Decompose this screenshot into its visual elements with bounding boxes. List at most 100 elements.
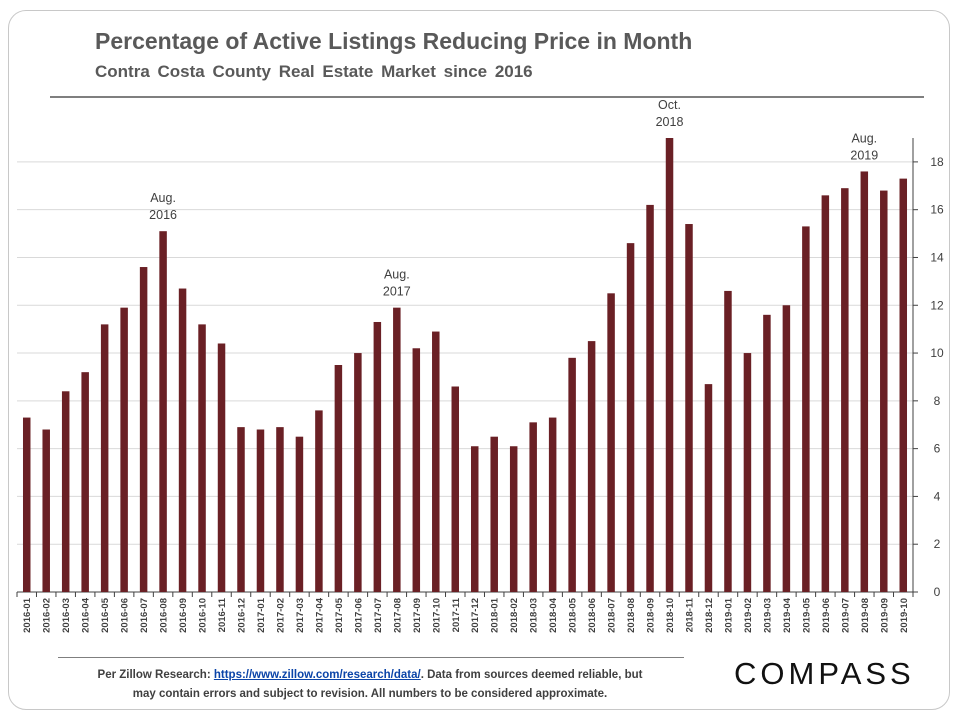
source-link[interactable]: https://www.zillow.com/research/data/ <box>213 669 421 681</box>
bar-2016-09 <box>178 288 187 592</box>
y-tick-label: 6 <box>934 442 941 456</box>
bar-2018-09 <box>646 204 654 592</box>
x-tick-label: 2018-03 <box>529 598 540 633</box>
bar-2018-02 <box>509 446 518 592</box>
x-tick-label: 2016-06 <box>120 598 131 633</box>
x-tick-label: 2017-01 <box>256 597 267 633</box>
bar-2018-01 <box>490 436 498 592</box>
x-tick-label: 2018-11 <box>685 597 696 632</box>
bar-2016-04 <box>81 372 89 592</box>
bar-2018-10 <box>665 138 674 592</box>
x-tick-label: 2019-10 <box>899 598 910 633</box>
peak-annotation: Aug. <box>384 268 410 282</box>
y-tick-label: 18 <box>930 155 944 169</box>
bar-2019-06 <box>821 195 830 593</box>
bar-2017-09 <box>412 348 421 592</box>
x-tick-label: 2019-02 <box>743 598 754 633</box>
x-tick-label: 2019-03 <box>762 598 773 633</box>
bar-2017-12 <box>470 446 479 592</box>
header-divider <box>50 96 924 98</box>
x-tick-label: 2016-04 <box>81 597 92 633</box>
bar-2017-01 <box>256 429 265 592</box>
bar-2016-07 <box>139 267 148 592</box>
bar-2018-08 <box>626 243 635 592</box>
chart-title: Percentage of Active Listings Reducing P… <box>95 28 693 54</box>
bar-2017-06 <box>354 353 362 592</box>
y-tick-label: 16 <box>930 203 944 217</box>
x-tick-label: 2017-04 <box>314 597 325 633</box>
x-tick-label: 2019-07 <box>840 598 851 633</box>
bar-2016-12 <box>237 427 245 592</box>
bar-2017-04 <box>315 410 323 592</box>
x-tick-label: 2017-06 <box>353 598 364 633</box>
source-line-2: may contain errors and subject to revisi… <box>132 688 608 700</box>
peak-annotation: Aug. <box>851 131 877 145</box>
x-tick-label: 2016-09 <box>178 598 189 633</box>
peak-annotation: 2018 <box>656 115 684 129</box>
peak-annotation: Oct. <box>658 98 681 112</box>
bar-2017-10 <box>432 331 440 592</box>
x-tick-label: 2016-12 <box>237 598 248 633</box>
y-tick-label: 14 <box>930 250 944 264</box>
y-tick-label: 2 <box>934 537 941 551</box>
bar-2019-04 <box>782 305 791 592</box>
x-tick-label: 2018-08 <box>626 598 637 633</box>
x-tick-label: 2018-04 <box>548 597 559 633</box>
bar-2016-05 <box>100 324 109 592</box>
bar-2019-09 <box>880 190 888 592</box>
x-tick-label: 2017-08 <box>392 598 403 633</box>
y-tick-label: 4 <box>934 489 941 503</box>
bar-2017-07 <box>373 321 382 592</box>
x-tick-label: 2017-07 <box>373 598 384 633</box>
x-tick-label: 2018-05 <box>568 597 579 633</box>
x-tick-label: 2019-04 <box>782 597 793 633</box>
peak-annotation: Aug. <box>150 191 176 205</box>
source-line-1: Per Zillow Research: https://www.zillow.… <box>60 666 680 685</box>
bar-2018-11 <box>685 224 693 592</box>
x-tick-label: 2017-05 <box>334 597 345 633</box>
source-prefix: Per Zillow Research: <box>97 669 214 681</box>
bar-2016-08 <box>159 231 167 593</box>
bar-2019-03 <box>763 314 771 592</box>
bar-2016-11 <box>217 343 226 592</box>
bar-2017-11 <box>451 386 460 592</box>
x-tick-label: 2019-05 <box>801 597 812 633</box>
bar-2019-05 <box>802 226 810 592</box>
bar-2018-06 <box>587 341 596 592</box>
y-tick-label: 8 <box>934 394 941 408</box>
x-tick-label: 2017-11 <box>451 597 462 632</box>
bar-2018-03 <box>529 422 537 592</box>
bar-2016-06 <box>120 307 128 592</box>
bar-2018-12 <box>704 384 713 592</box>
bar-2019-07 <box>841 188 849 592</box>
x-tick-label: 2017-10 <box>431 598 442 633</box>
bar-2019-01 <box>724 290 732 592</box>
bar-2019-10 <box>899 178 908 593</box>
bar-2018-05 <box>568 357 576 592</box>
peak-annotation: 2017 <box>383 285 411 299</box>
bar-2017-02 <box>276 427 284 592</box>
x-tick-label: 2017-03 <box>295 598 306 633</box>
x-tick-label: 2016-08 <box>159 598 170 633</box>
x-tick-label: 2017-02 <box>275 598 286 633</box>
x-tick-label: 2017-09 <box>412 598 423 633</box>
x-tick-label: 2018-09 <box>646 598 657 633</box>
x-tick-label: 2016-01 <box>22 597 33 633</box>
source-suffix: . Data from sources deemed reliable, but <box>420 669 643 681</box>
x-tick-label: 2019-06 <box>821 598 832 633</box>
x-tick-label: 2018-02 <box>509 598 520 633</box>
bar-2017-05 <box>334 365 343 592</box>
x-tick-label: 2018-10 <box>665 598 676 633</box>
x-tick-label: 2016-10 <box>198 598 209 633</box>
x-tick-label: 2018-07 <box>607 598 618 633</box>
x-tick-label: 2016-02 <box>42 598 53 633</box>
y-tick-label: 12 <box>930 298 944 312</box>
x-tick-label: 2018-06 <box>587 598 598 633</box>
x-tick-label: 2017-12 <box>470 598 481 633</box>
x-tick-label: 2016-11 <box>217 597 228 632</box>
bar-2019-02 <box>743 353 752 592</box>
bar-2017-08 <box>393 307 401 592</box>
x-tick-label: 2019-08 <box>860 598 871 633</box>
peak-annotation: 2016 <box>149 208 177 222</box>
